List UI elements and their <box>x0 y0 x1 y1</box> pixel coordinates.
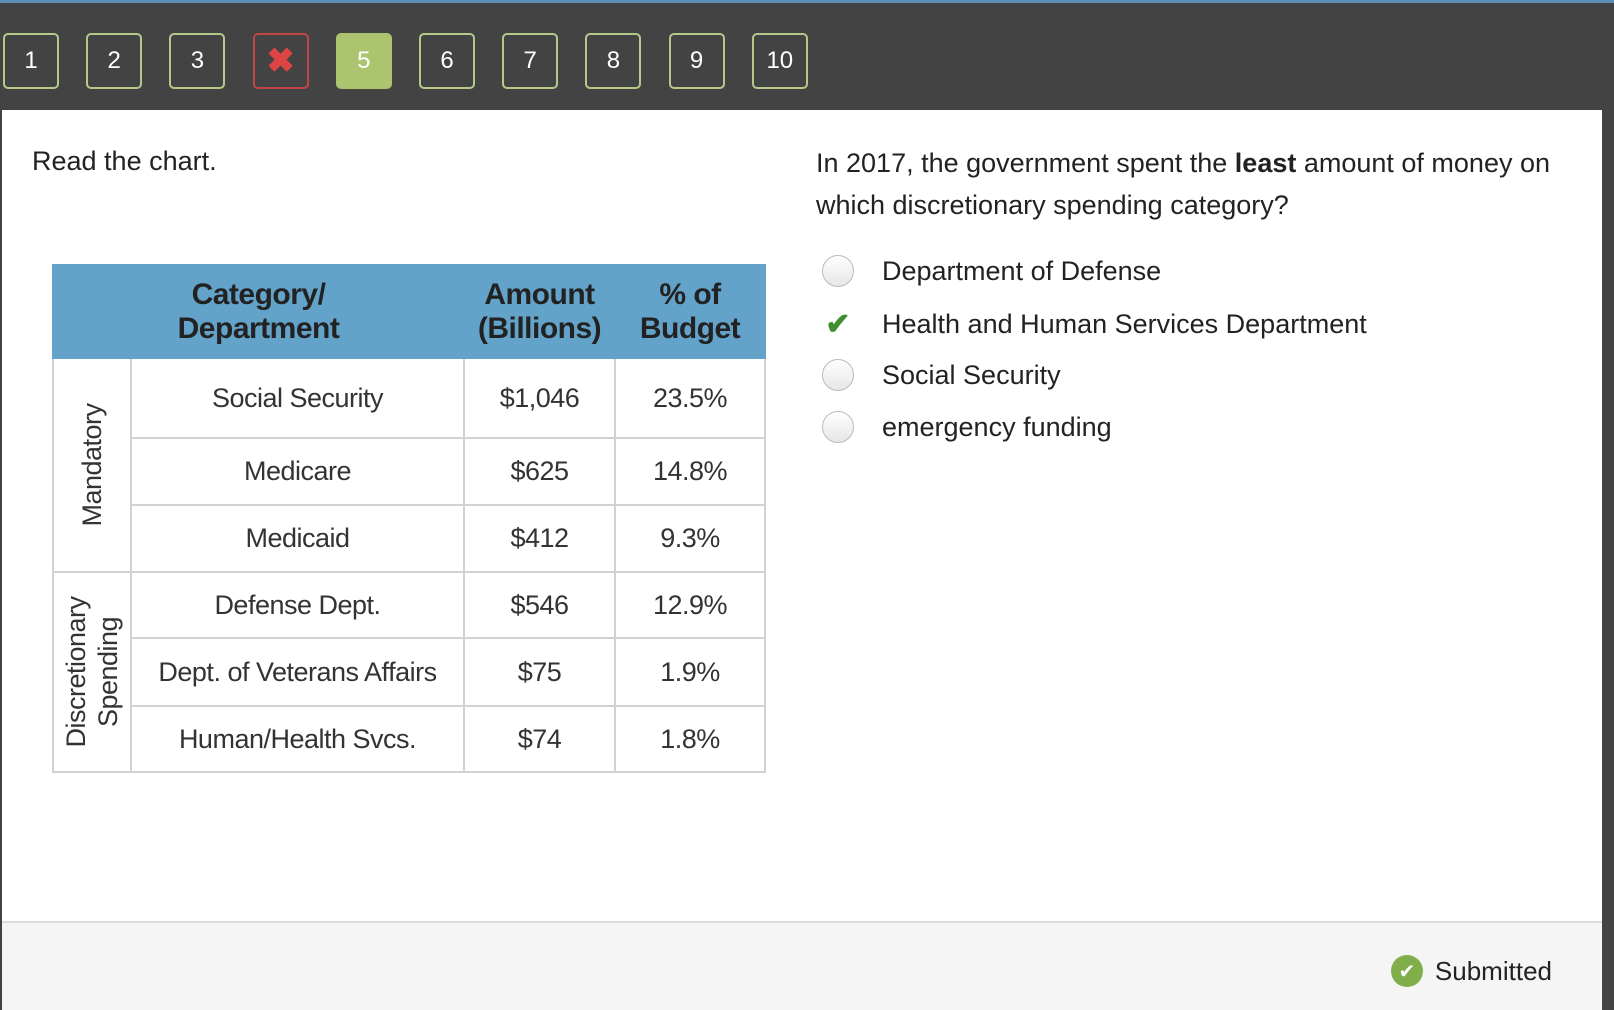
option-label: Health and Human Services Department <box>882 309 1367 339</box>
radio-button[interactable] <box>822 359 854 391</box>
table-row: Medicare $625 14.8% <box>53 437 766 506</box>
radio-button[interactable] <box>822 255 854 287</box>
budget-table: Category/ Department Amount (Billions)% o… <box>52 264 766 773</box>
group-label-cell: Discretionary Spending <box>52 571 132 773</box>
table-cell: $74 <box>463 705 616 773</box>
answer-option[interactable]: Department of Defense <box>822 255 1161 287</box>
group-label: Mandatory <box>77 403 107 527</box>
table-cell: $546 <box>463 571 616 639</box>
question-part: In 2017, the government spent the <box>816 148 1235 178</box>
question-text: In 2017, the government spent the least … <box>816 142 1556 226</box>
group-label: Discretionary Spending <box>61 596 123 748</box>
group-label-cell: Mandatory <box>52 357 132 573</box>
question-part: amount of money on which discretionary s… <box>816 148 1550 220</box>
question-button[interactable]: 2 <box>86 33 143 89</box>
table-cell: 1.9% <box>614 637 766 707</box>
question-button[interactable]: 8 <box>585 33 642 89</box>
table-cell: Medicare <box>130 437 465 506</box>
header-amount: Amount (Billions) <box>463 264 616 359</box>
table-cell: 12.9% <box>614 571 766 639</box>
table-row: Discretionary Spending Defense Dept. $546 1… <box>52 571 766 773</box>
footer: ✔ Submitted <box>2 921 1602 1010</box>
table-cell: $625 <box>463 437 616 506</box>
table-cell: 9.3% <box>614 504 766 573</box>
question-button[interactable]: 3 <box>169 33 226 89</box>
option-label: emergency funding <box>882 411 1112 442</box>
question-button[interactable]: 1 <box>3 33 59 89</box>
answer-option[interactable]: ✔ Health and Human Services Department <box>822 307 1367 342</box>
question-button[interactable]: 6 <box>419 33 475 89</box>
table-header-row: Category/ Department Amount (Billions)% o… <box>52 264 766 359</box>
status-text: Submitted <box>1434 955 1552 986</box>
answer-option[interactable]: Social Security <box>822 359 1061 391</box>
question-button[interactable]: 7 <box>502 33 559 89</box>
submitted-status: ✔ Submitted <box>1390 955 1552 987</box>
question-emphasis: least <box>1234 148 1297 178</box>
table-cell: $412 <box>463 504 616 573</box>
table-row: Human/Health Svcs. $74 1.8% <box>53 705 766 773</box>
option-label: Department of Defense <box>882 255 1162 286</box>
header-category: Category/ Department <box>52 264 465 359</box>
table-cell: $1,046 <box>463 357 616 439</box>
prompt-text: Read the chart. <box>32 146 217 176</box>
table-cell: Dept. of Veterans Affairs <box>130 637 465 707</box>
table-cell: Social Security <box>130 357 465 439</box>
table-row: Mandatory Social Security $1,046 23.5% <box>52 357 766 573</box>
table-cell: 1.8% <box>614 705 766 773</box>
question-button[interactable]: 10 <box>751 33 808 89</box>
option-label: Social Security <box>882 359 1061 390</box>
question-nav: 1 2 3 ✖ 5 6 7 8 9 10 <box>0 0 1614 110</box>
header-percent: % of Budget <box>614 264 766 359</box>
table-cell: Medicaid <box>130 504 465 573</box>
question-panel: Read the chart. Category/ Department Amou… <box>2 110 1602 922</box>
check-circle-icon: ✔ <box>1390 955 1423 987</box>
question-button[interactable]: 9 <box>668 33 725 89</box>
table-cell: Defense Dept. <box>130 571 465 639</box>
radio-button[interactable] <box>822 411 854 443</box>
table-row: Medicaid $412 9.3% <box>53 504 766 573</box>
question-button[interactable]: 5 <box>335 33 392 89</box>
table-cell: 14.8% <box>614 437 766 506</box>
answer-option[interactable]: emergency funding <box>822 411 1112 443</box>
question-button-wrong[interactable]: ✖ <box>252 33 309 89</box>
table-cell: $75 <box>463 637 616 707</box>
table-row: Dept. of Veterans Affairs $75 1.9% <box>53 637 766 707</box>
checkmark-icon: ✔ <box>825 308 851 341</box>
top-accent-line <box>0 0 1614 3</box>
table-cell: 23.5% <box>614 357 766 439</box>
table-cell: Human/Health Svcs. <box>130 705 465 773</box>
